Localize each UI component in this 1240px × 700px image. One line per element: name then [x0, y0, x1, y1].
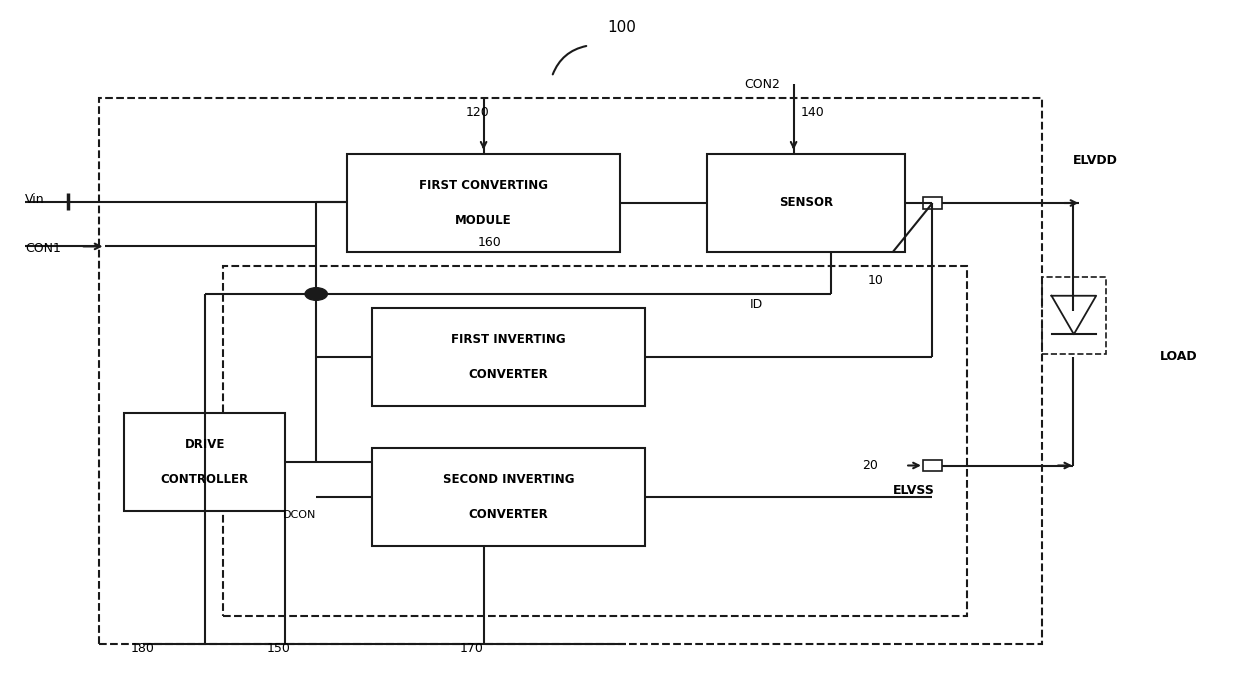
Text: DRIVE: DRIVE [185, 438, 224, 451]
Bar [124, 413, 285, 511]
Bar [923, 460, 942, 471]
Text: 20: 20 [862, 459, 878, 472]
Text: 140: 140 [800, 106, 825, 119]
Text: FIRST CONVERTING: FIRST CONVERTING [419, 179, 548, 192]
Text: SECOND INVERTING: SECOND INVERTING [443, 473, 574, 486]
Text: LOAD: LOAD [1159, 351, 1197, 363]
Text: 160: 160 [477, 235, 502, 248]
Text: CONVERTER: CONVERTER [469, 508, 548, 521]
Text: FIRST INVERTING: FIRST INVERTING [451, 333, 565, 346]
Text: 100: 100 [608, 20, 636, 35]
Text: ID: ID [750, 298, 764, 311]
Bar [372, 308, 645, 406]
Text: CON2: CON2 [745, 78, 780, 91]
Text: CONTROLLER: CONTROLLER [160, 473, 249, 486]
Bar [347, 154, 620, 252]
Text: 120: 120 [465, 106, 490, 119]
Bar [707, 154, 905, 252]
Text: 10: 10 [868, 274, 884, 286]
Bar [223, 266, 967, 616]
Bar [1042, 276, 1106, 354]
Text: CONVERTER: CONVERTER [469, 368, 548, 381]
Text: ELVDD: ELVDD [1073, 155, 1117, 167]
Bar [99, 98, 1042, 644]
Circle shape [305, 288, 327, 300]
Text: DCON: DCON [283, 510, 316, 519]
Bar [372, 448, 645, 546]
Text: ELVSS: ELVSS [893, 484, 935, 496]
Text: 170: 170 [459, 641, 484, 654]
Text: 150: 150 [267, 641, 291, 654]
Text: SENSOR: SENSOR [779, 197, 833, 209]
Text: CON1: CON1 [25, 242, 61, 255]
Text: MODULE: MODULE [455, 214, 512, 227]
Bar [923, 197, 942, 209]
Text: 180: 180 [130, 641, 155, 654]
Text: Vin: Vin [25, 193, 45, 206]
